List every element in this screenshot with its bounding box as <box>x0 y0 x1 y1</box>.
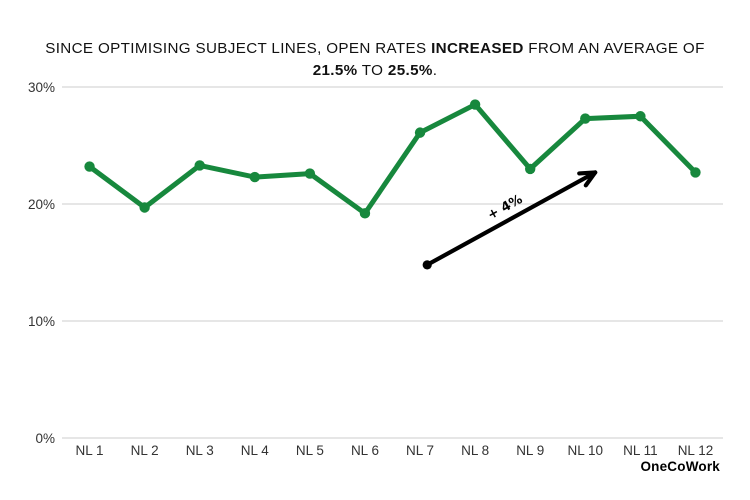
x-tick-label: NL 9 <box>516 443 544 458</box>
data-line <box>87 102 698 216</box>
x-tick-label: NL 2 <box>131 443 159 458</box>
annotation-arrow-shaft <box>425 170 598 267</box>
x-tick-label: NL 6 <box>351 443 379 458</box>
brand-label: OneCoWork <box>640 459 720 474</box>
x-tick-label: NL 12 <box>678 443 714 458</box>
data-point <box>469 99 481 110</box>
title-segment: FROM AN AVERAGE OF <box>523 40 705 57</box>
data-point <box>249 171 260 183</box>
x-tick-label: NL 10 <box>568 443 604 458</box>
title-line-1: SINCE OPTIMISING SUBJECT LINES, OPEN RAT… <box>0 38 750 60</box>
x-tick-label: NL 4 <box>241 443 270 458</box>
y-tick-label: 0% <box>35 431 55 446</box>
x-tick-label: NL 7 <box>406 443 434 458</box>
data-point <box>580 113 591 124</box>
title-segment: . <box>432 62 438 79</box>
title-segment: SINCE OPTIMISING SUBJECT LINES, OPEN RAT… <box>45 40 432 57</box>
x-tick-label: NL 3 <box>186 443 214 458</box>
x-tick-label: NL 11 <box>623 443 658 458</box>
data-point <box>525 163 536 175</box>
y-tick-label: 30% <box>28 80 55 95</box>
data-point <box>359 208 371 219</box>
y-tick-label: 10% <box>28 314 55 329</box>
x-tick-label: NL 8 <box>461 443 489 458</box>
data-point <box>414 127 426 138</box>
title-segment: INCREASED <box>431 40 524 57</box>
data-point <box>139 202 150 213</box>
title-segment: TO <box>357 62 388 79</box>
title-line-2: 21.5% TO 25.5%. <box>0 60 750 82</box>
annotation-arrow-head <box>577 170 598 188</box>
data-point <box>84 161 95 172</box>
data-point <box>690 167 701 178</box>
title-segment: 25.5% <box>387 62 433 79</box>
x-tick-label: NL 5 <box>296 443 324 458</box>
x-tick-label: NL 1 <box>76 443 104 458</box>
data-point <box>194 160 205 171</box>
annotation-label: + 4% <box>485 192 525 223</box>
chart-title: SINCE OPTIMISING SUBJECT LINES, OPEN RAT… <box>0 38 750 82</box>
data-point <box>304 168 316 179</box>
data-point <box>635 111 646 122</box>
y-tick-label: 20% <box>28 197 55 212</box>
annotation-arrow-start-dot <box>422 260 432 270</box>
title-segment: 21.5% <box>312 62 358 79</box>
